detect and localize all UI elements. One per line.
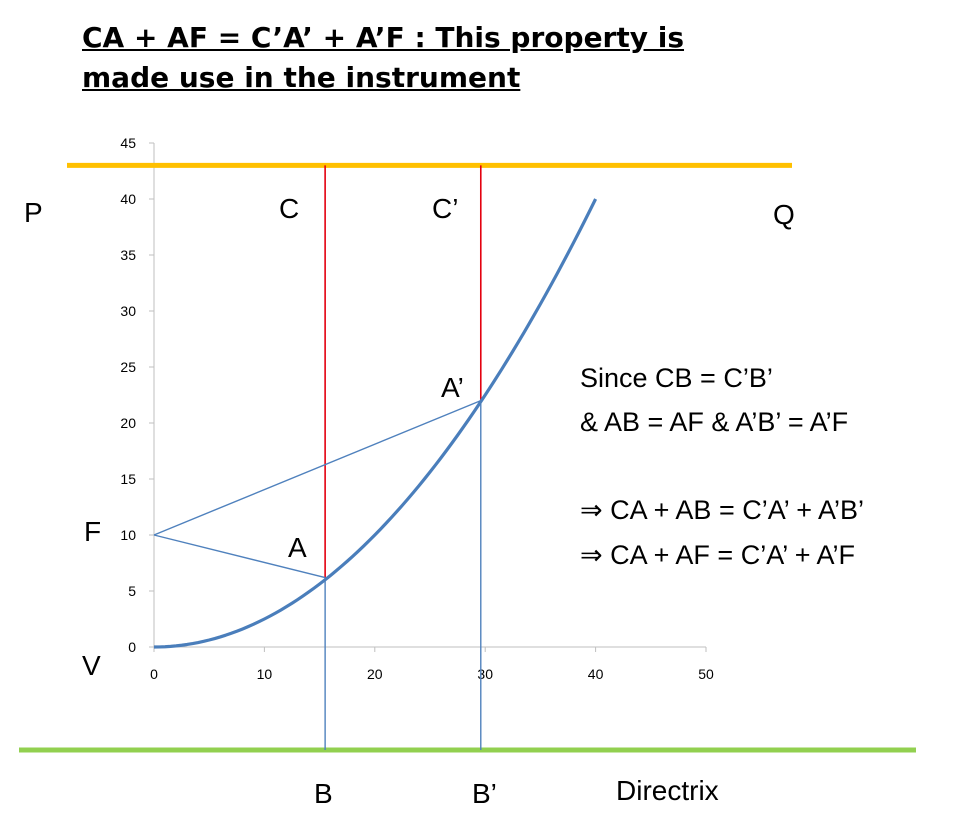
y-tick-label: 15 bbox=[120, 471, 136, 487]
label-v: V bbox=[82, 650, 101, 681]
label-a: A bbox=[288, 532, 307, 563]
equation-line-2: & AB = AF & A’B’ = A’F bbox=[580, 407, 849, 437]
x-tick-label: 20 bbox=[367, 666, 383, 682]
label-directrix: Directrix bbox=[616, 775, 719, 806]
line-fa bbox=[153, 534, 326, 579]
y-tick-label: 10 bbox=[120, 527, 136, 543]
chart-axes: 0 5 10 15 20 25 30 35 40 45 0 10 20 30 40 50 P Q C C’ A’ A F V B… bbox=[24, 135, 795, 809]
x-tick-label: 0 bbox=[150, 666, 158, 682]
y-tick-label: 20 bbox=[120, 415, 136, 431]
title-line-1: CA + AF = C’A’ + A’F : This property is bbox=[82, 21, 685, 54]
x-tick-label: 50 bbox=[698, 666, 714, 682]
x-tick-label: 30 bbox=[477, 666, 493, 682]
label-c-prime: C’ bbox=[432, 193, 458, 224]
y-tick-label: 45 bbox=[120, 135, 136, 151]
x-tick-label: 40 bbox=[588, 666, 604, 682]
label-b-prime: B’ bbox=[472, 778, 497, 809]
label-q: Q bbox=[773, 199, 795, 230]
label-a-prime: A’ bbox=[441, 372, 464, 403]
x-tick-label: 10 bbox=[257, 666, 273, 682]
y-tick-label: 5 bbox=[128, 583, 136, 599]
equation-line-1: Since CB = C’B’ bbox=[580, 363, 773, 393]
equation-line-3: ⇒ CA + AB = C’A’ + A’B’ bbox=[580, 495, 865, 525]
y-tick-label: 35 bbox=[120, 247, 136, 263]
slide-title: CA + AF = C’A’ + A’F : This property is … bbox=[82, 18, 685, 98]
line-fa-prime bbox=[153, 399, 482, 536]
label-b: B bbox=[314, 778, 333, 809]
equation-line-4: ⇒ CA + AF = C’A’ + A’F bbox=[580, 540, 855, 570]
label-c: C bbox=[279, 193, 299, 224]
y-tick-label: 0 bbox=[128, 639, 136, 655]
title-line-2: made use in the instrument bbox=[82, 61, 521, 94]
label-p: P bbox=[24, 197, 43, 228]
parabola-curve-group bbox=[153, 198, 598, 649]
y-tick-label: 30 bbox=[120, 303, 136, 319]
parabola-curve bbox=[153, 198, 598, 649]
label-f: F bbox=[84, 516, 101, 547]
y-tick-label: 25 bbox=[120, 359, 136, 375]
y-tick-label: 40 bbox=[120, 191, 136, 207]
construction-lines bbox=[19, 162, 916, 753]
